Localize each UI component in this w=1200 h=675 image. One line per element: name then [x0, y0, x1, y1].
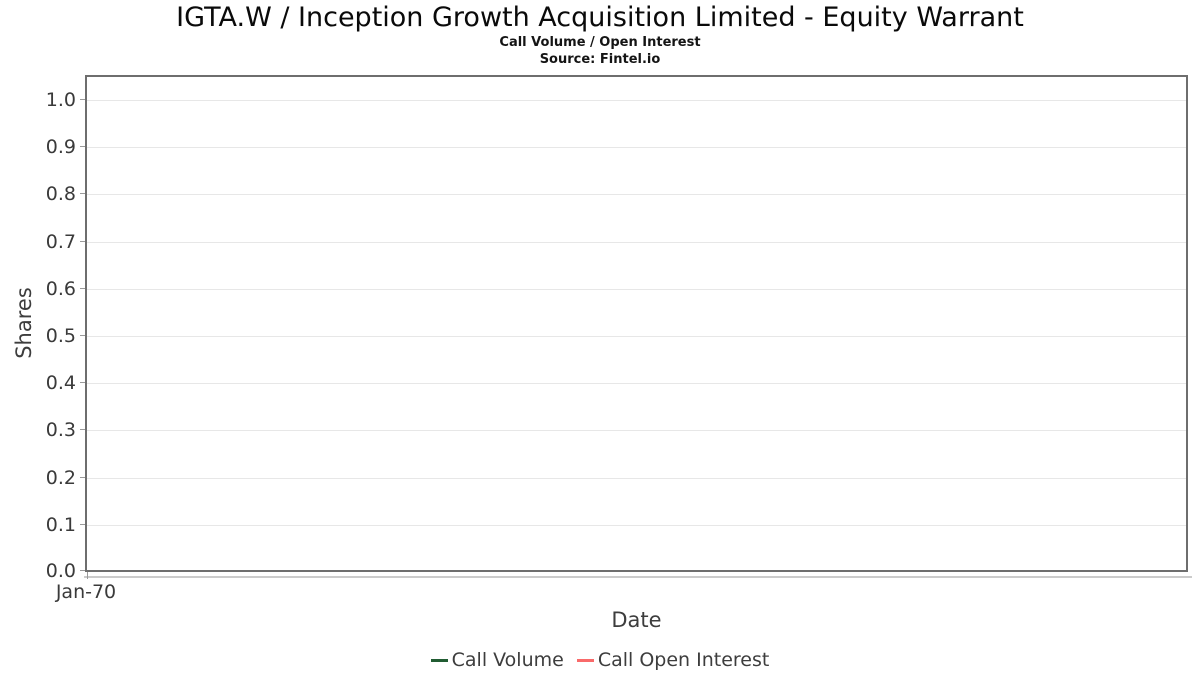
- y-axis-tick: [80, 335, 85, 336]
- y-axis-tick-label: 0.8: [45, 183, 76, 205]
- y-axis-tick-label: 0.0: [45, 560, 76, 582]
- chart-subtitle: Call Volume / Open Interest: [499, 35, 701, 50]
- y-axis-tick-label: 0.1: [45, 514, 76, 536]
- gridline: [87, 478, 1186, 479]
- gridline: [87, 383, 1186, 384]
- legend-label: Call Volume: [451, 649, 564, 671]
- gridline: [87, 336, 1186, 337]
- y-axis-tick-label: 0.3: [45, 419, 76, 441]
- page-title: IGTA.W / Inception Growth Acquisition Li…: [176, 2, 1024, 33]
- y-axis-tick: [80, 146, 85, 147]
- y-axis-tick-label: 0.7: [45, 231, 76, 253]
- legend-label: Call Open Interest: [597, 649, 770, 671]
- call-volume-legend-line-icon: [430, 658, 448, 662]
- y-axis-ticks: [80, 75, 85, 572]
- y-axis-tick: [80, 429, 85, 430]
- y-axis-title: Shares: [12, 287, 36, 359]
- x-axis-tick-label: Jan-70: [55, 581, 117, 603]
- chart-source: Source: Fintel.io: [539, 52, 661, 67]
- y-axis-tick: [80, 382, 85, 383]
- y-axis-tick: [80, 241, 85, 242]
- gridline: [87, 147, 1186, 148]
- y-axis-labels: 1.0 0.9 0.8 0.7 0.6 0.5 0.4 0.3 0.2 0.1 …: [0, 75, 76, 582]
- y-axis-tick: [80, 193, 85, 194]
- gridline: [87, 194, 1186, 195]
- y-axis-tick-label: 0.9: [45, 136, 76, 158]
- gridline: [87, 100, 1186, 101]
- gridline: [87, 525, 1186, 526]
- plot-area: [85, 75, 1188, 572]
- y-axis-tick-label: 0.4: [45, 372, 76, 394]
- gridline: [87, 430, 1186, 431]
- legend-item-call-volume: Call Volume: [430, 647, 564, 673]
- legend-item-call-open-interest: Call Open Interest: [576, 647, 770, 673]
- y-axis-tick: [80, 288, 85, 289]
- y-axis-tick-label: 0.5: [45, 325, 76, 347]
- call-open-interest-legend-line-icon: [576, 658, 594, 662]
- y-axis-tick: [80, 477, 85, 478]
- y-axis-tick: [80, 99, 85, 100]
- gridline: [87, 242, 1186, 243]
- x-axis-tick: [87, 572, 88, 579]
- gridline: [87, 289, 1186, 290]
- x-axis-title: Date: [611, 608, 662, 632]
- y-axis-tick-label: 0.2: [45, 467, 76, 489]
- legend: Call Volume Call Open Interest: [0, 646, 1200, 674]
- y-axis-tick: [80, 570, 85, 571]
- y-axis-tick-label: 0.6: [45, 278, 76, 300]
- x-axis-line: [84, 576, 1192, 578]
- y-axis-tick: [80, 524, 85, 525]
- y-axis-tick-label: 1.0: [45, 89, 76, 111]
